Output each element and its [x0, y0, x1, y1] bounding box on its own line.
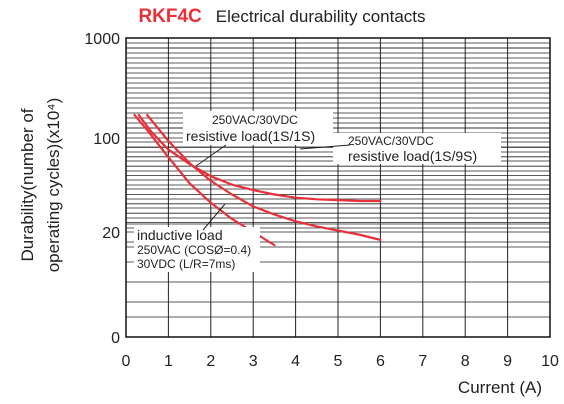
x-tick-label: 7 — [418, 353, 427, 370]
chart-title-row: RKF4C Electrical durability contacts — [0, 6, 564, 28]
x-tick-label: 3 — [249, 353, 258, 370]
annotation-box-1s1s — [183, 111, 333, 145]
chart-title: RKF4C — [138, 6, 202, 27]
x-tick-label: 4 — [291, 353, 300, 370]
y-tick-label: 0 — [111, 330, 120, 347]
annotation-inductive-line-2: 250VAC (COSØ=0.4) — [137, 243, 251, 257]
x-tick-label: 9 — [503, 353, 512, 370]
series-line-2 — [146, 113, 382, 241]
annotation-inductive-line-3: 30VDC (L/R=7ms) — [137, 257, 235, 271]
annotation-inductive-leader — [202, 203, 226, 231]
x-tick-label: 8 — [461, 353, 470, 370]
annotation-1s1s-line-2: resistive load(1S/1S) — [186, 128, 315, 144]
x-tick-label: 5 — [334, 353, 343, 370]
x-tick-label: 0 — [122, 353, 131, 370]
annotation-inductive-line-1: inductive load — [137, 227, 223, 243]
y-tick-label: 1000 — [84, 31, 120, 48]
chart-subtitle: Electrical durability contacts — [215, 7, 426, 26]
annotation-1s9s-line-2: resistive load(1S/9S) — [348, 148, 477, 164]
x-tick-label: 10 — [541, 353, 559, 370]
plot-frame — [125, 37, 551, 338]
x-tick-label: 2 — [206, 353, 215, 370]
x-axis-label: Current (A) — [457, 378, 542, 397]
annotation-1s9s-leader — [299, 144, 351, 150]
annotation-1s1s-leader — [195, 144, 227, 167]
x-tick-label: 6 — [376, 353, 385, 370]
y-tick-label: 100 — [93, 131, 120, 148]
annotation-box-1s9s — [333, 133, 501, 164]
x-tick-label: 1 — [164, 353, 173, 370]
series-line-1 — [137, 113, 382, 203]
annotation-box-inductive — [134, 227, 260, 272]
y-tick-label: 20 — [102, 225, 120, 242]
annotation-1s1s-line-1: 250VAC/30VDC — [212, 113, 298, 127]
annotation-1s9s-line-1: 250VAC/30VDC — [348, 134, 434, 148]
